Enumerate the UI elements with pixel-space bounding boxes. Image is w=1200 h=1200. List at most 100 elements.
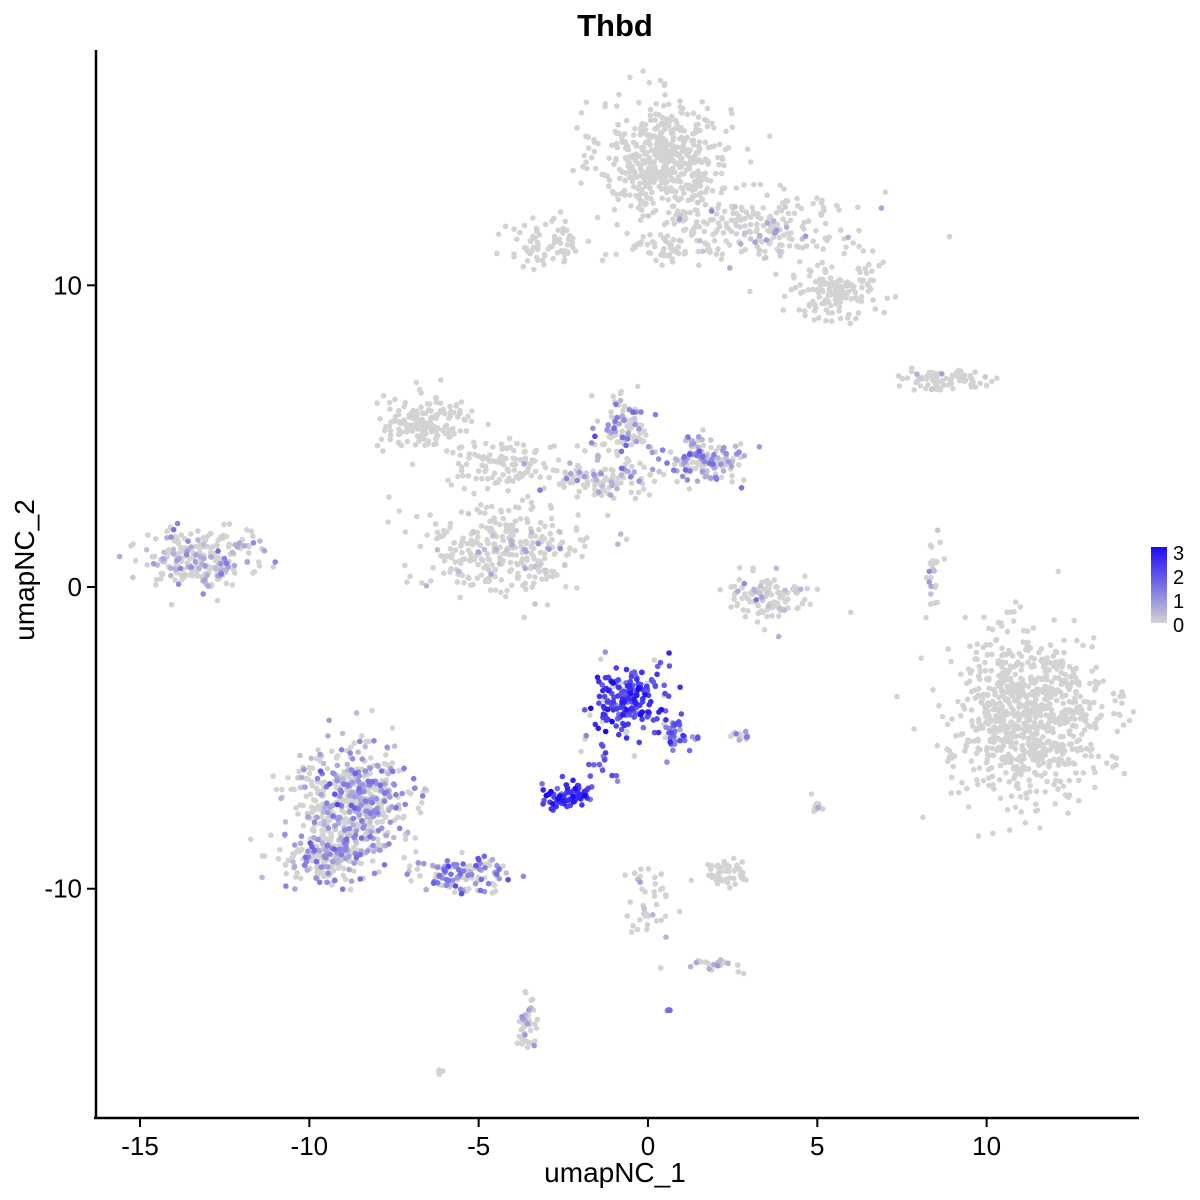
- cell-point: [1073, 690, 1079, 696]
- cell-point: [351, 860, 357, 866]
- cell-point: [297, 752, 303, 759]
- cell-point: [1022, 640, 1028, 646]
- cell-point: [535, 243, 541, 249]
- cell-point: [904, 375, 911, 381]
- cell-point: [623, 666, 630, 673]
- cell-point: [321, 821, 328, 828]
- cell-point: [192, 558, 199, 565]
- cell-point: [666, 149, 672, 156]
- cell-point: [620, 688, 627, 695]
- cell-point: [377, 416, 383, 422]
- cell-point: [602, 251, 609, 258]
- cell-point: [477, 887, 484, 894]
- cell-point: [762, 248, 768, 255]
- cell-point: [660, 154, 667, 160]
- cell-point: [1032, 701, 1038, 708]
- cell-point: [652, 881, 658, 887]
- cell-point: [816, 294, 823, 300]
- cell-point: [990, 782, 996, 788]
- cell-point: [610, 680, 616, 686]
- cell-point: [594, 674, 601, 681]
- cell-point: [608, 466, 615, 473]
- cell-point: [733, 185, 740, 191]
- cell-point: [130, 541, 136, 547]
- cell-point: [689, 194, 696, 200]
- cell-point: [350, 815, 357, 822]
- cell-point: [642, 691, 648, 698]
- cell-point: [1020, 691, 1027, 698]
- cell-point: [696, 448, 703, 455]
- cell-point: [601, 693, 608, 700]
- cell-point: [542, 464, 549, 471]
- cell-point: [802, 233, 809, 239]
- cell-point: [308, 804, 315, 810]
- cell-point: [638, 127, 645, 133]
- cell-point: [678, 195, 684, 202]
- cell-point: [963, 741, 969, 748]
- cell-point: [858, 293, 865, 300]
- cell-point: [822, 235, 828, 242]
- cell-point: [1047, 701, 1053, 707]
- cell-point: [1087, 680, 1093, 687]
- cell-point: [667, 168, 673, 174]
- cell-point: [1070, 733, 1077, 739]
- cell-point: [307, 791, 314, 797]
- cell-point: [617, 175, 623, 182]
- cell-point: [1014, 780, 1021, 787]
- cell-point: [259, 853, 266, 859]
- cell-point: [848, 609, 854, 616]
- cell-point: [326, 781, 333, 787]
- cell-point: [386, 841, 392, 847]
- cell-point: [741, 182, 747, 188]
- cell-point: [1001, 651, 1007, 657]
- cell-point: [1031, 719, 1038, 726]
- cell-point: [541, 485, 547, 492]
- cell-point: [514, 236, 520, 242]
- cell-point: [562, 562, 568, 569]
- cell-point: [290, 851, 296, 857]
- cell-point: [747, 236, 754, 242]
- x-tick-label: -10: [291, 1131, 329, 1161]
- cell-point: [486, 458, 493, 464]
- cell-point: [638, 167, 645, 174]
- cell-point: [650, 147, 657, 153]
- cell-point: [721, 444, 727, 451]
- cell-point: [615, 677, 622, 683]
- cell-point: [685, 434, 691, 440]
- cell-point: [658, 871, 664, 877]
- cell-point: [1066, 686, 1072, 693]
- cell-point: [352, 793, 358, 800]
- cell-point: [475, 549, 482, 555]
- cell-point: [713, 211, 720, 217]
- cell-point: [724, 879, 731, 886]
- cell-point: [528, 529, 535, 535]
- cell-point: [619, 139, 625, 145]
- cell-point: [694, 183, 700, 189]
- cell-point: [878, 205, 885, 211]
- cell-point: [668, 729, 675, 736]
- cell-point: [484, 485, 491, 492]
- cell-point: [599, 257, 606, 264]
- cell-point: [730, 855, 737, 862]
- cell-point: [628, 489, 635, 496]
- cell-point: [984, 652, 990, 658]
- cell-point: [747, 229, 754, 235]
- cell-point: [556, 528, 562, 535]
- cell-point: [783, 224, 790, 231]
- cell-point: [564, 242, 571, 248]
- cell-point: [311, 819, 318, 825]
- cell-point: [665, 101, 672, 108]
- cell-point: [681, 190, 687, 196]
- cell-point: [983, 642, 989, 648]
- cell-point: [451, 889, 458, 895]
- cell-point: [338, 852, 345, 858]
- cell-point: [332, 823, 338, 829]
- cell-point: [627, 192, 633, 198]
- cell-point: [417, 435, 424, 442]
- cell-point: [312, 798, 319, 804]
- cell-point: [381, 798, 388, 804]
- cell-point: [536, 568, 543, 575]
- cell-point: [764, 613, 770, 620]
- y-tick-label: 0: [68, 572, 82, 602]
- cell-point: [631, 469, 637, 475]
